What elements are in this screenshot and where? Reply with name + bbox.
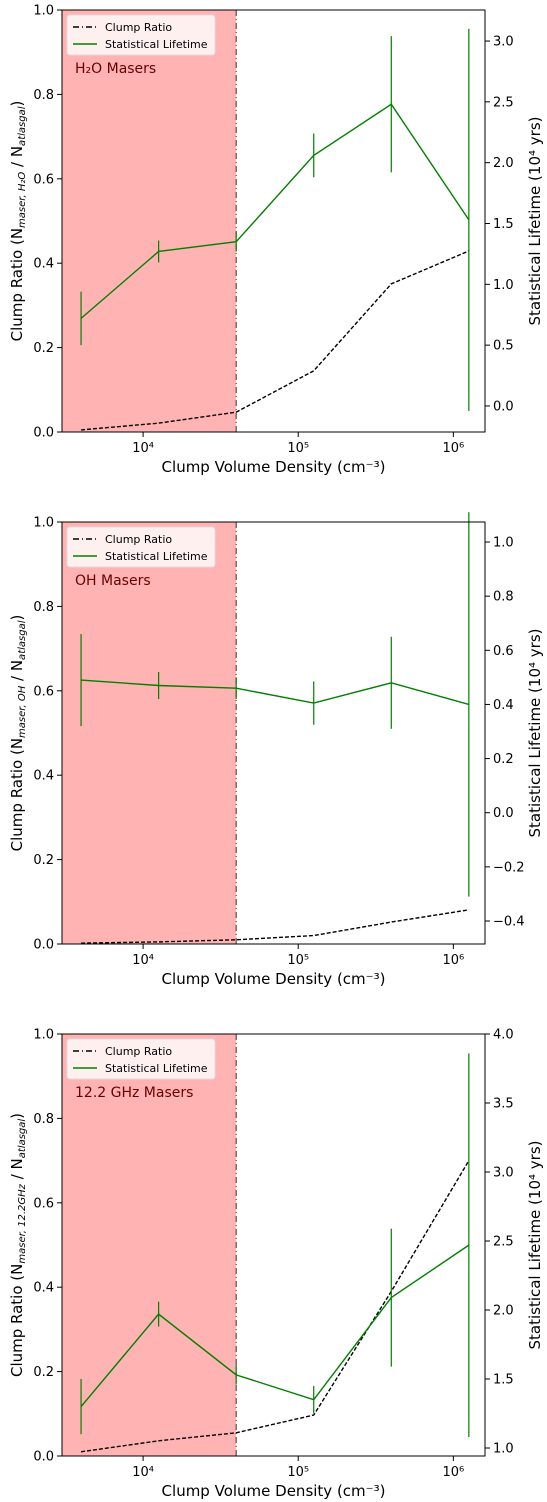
x-tick-label: 10⁶ [442,1465,464,1480]
y-tick-label: 1.0 [33,4,54,19]
plot-frame [61,521,486,945]
y-tick-label: 0.2 [33,1365,54,1380]
y-axis-label: Clump Ratio (Nmaser, OH / Natlasgal) [8,615,28,852]
legend-box [66,1038,216,1080]
y2-axis-label: Statistical Lifetime (10⁴ yrs) [526,1140,544,1349]
y2-tick-label: 0.2 [493,752,514,767]
y2-tick-label: −0.4 [493,914,525,929]
y-tick-label: 0.4 [33,769,54,784]
y2-tick-label: 1.5 [493,1372,514,1387]
series-line [81,909,469,944]
y-axis-label-part: / N [8,660,26,686]
y-axis-label-part: ) [8,615,26,621]
x-tick-label: 10⁶ [442,441,464,456]
y2-tick-label: −0.2 [493,860,525,875]
y2-tick-label: 3.5 [493,1096,514,1111]
y-axis-label-part: ) [8,101,26,107]
y-tick-label: 0.8 [33,1112,54,1127]
y2-tick-label: 0.5 [493,339,514,354]
annotation: OH Masers [75,573,151,589]
annotation: 12.2 GHz Masers [75,1085,193,1101]
series-line [81,679,470,706]
x-tick-label: 10⁴ [132,441,154,456]
legend-label: Clump Ratio [105,533,172,546]
y2-tick-label: 1.5 [493,217,514,232]
x-tick-label: 10⁵ [287,953,309,968]
series-line [80,1244,470,1408]
legend-label: Statistical Lifetime [105,1062,208,1075]
y-axis-label-part: ) [8,1113,26,1119]
shaded-region [62,10,237,432]
y-axis-label-part: atlasgal [17,1119,28,1159]
y2-tick-label: 0.8 [493,590,514,605]
y-axis-label-part: / N [8,1158,26,1184]
legend-label: Clump Ratio [105,1045,172,1058]
y-tick-label: 0.4 [33,257,54,272]
y-axis-label-part: Clump Ratio (N [8,228,26,341]
x-tick-label: 10⁶ [442,953,464,968]
y-tick-label: 0.4 [33,1281,54,1296]
y2-tick-label: 1.0 [493,1441,514,1456]
y-tick-label: 0.0 [33,1450,54,1465]
y-axis-label-part: maser, OH [17,685,28,738]
y2-tick-label: 0.4 [493,698,514,713]
plot-frame [61,9,486,433]
y2-tick-label: 1.0 [493,278,514,293]
y-axis-label-part: atlasgal [17,106,28,146]
y2-tick-label: 0.6 [493,644,514,659]
y2-axis-label: Statistical Lifetime (10⁴ yrs) [526,116,544,325]
y-axis-label: Clump Ratio (Nmaser, 12.2GHz / Natlasgal… [8,1113,28,1377]
y-tick-label: 0.6 [33,684,54,699]
y2-tick-label: 4.0 [493,1028,514,1043]
y2-tick-label: 2.0 [493,156,514,171]
series-line [80,103,470,319]
y2-tick-label: 3.0 [493,1165,514,1180]
y2-axis-label: Statistical Lifetime (10⁴ yrs) [526,628,544,837]
y-tick-label: 0.6 [33,1196,54,1211]
shaded-region [62,1034,237,1456]
y-tick-label: 1.0 [33,1028,54,1043]
y-axis-label-part: Clump Ratio (N [8,1264,26,1377]
y-axis-label-part: / N [8,146,26,172]
legend-label: Statistical Lifetime [105,550,208,563]
legend-box [66,14,216,56]
y2-tick-label: 2.5 [493,1234,514,1249]
y-tick-label: 0.6 [33,172,54,187]
x-tick-label: 10⁵ [287,441,309,456]
y2-tick-label: 0.0 [493,399,514,414]
x-tick-label: 10⁴ [132,953,154,968]
annotation: H₂O Masers [75,61,156,77]
x-axis-label: Clump Volume Density (cm⁻³) [162,1482,386,1500]
x-tick-label: 10⁵ [287,1465,309,1480]
y-axis-label-part: maser, H₂O [17,172,28,228]
y-tick-label: 0.2 [33,853,54,868]
series-line [80,250,470,431]
legend-box [66,526,216,568]
y-axis-label: Clump Ratio (Nmaser, H₂O / Natlasgal) [8,101,28,342]
y-tick-label: 0.2 [33,341,54,356]
y-tick-label: 0.0 [33,426,54,441]
y-tick-label: 0.0 [33,938,54,953]
x-axis-label: Clump Volume Density (cm⁻³) [162,458,386,476]
x-tick-label: 10⁴ [132,1465,154,1480]
y-tick-label: 0.8 [33,600,54,615]
x-axis-label: Clump Volume Density (cm⁻³) [162,970,386,988]
y-tick-label: 0.8 [33,88,54,103]
y2-tick-label: 3.0 [493,35,514,50]
y2-tick-label: 2.0 [493,1303,514,1318]
shaded-region [62,522,237,944]
plot-frame [61,1033,486,1457]
y-axis-label-part: maser, 12.2GHz [17,1183,28,1263]
y2-tick-label: 2.5 [493,95,514,110]
y-tick-label: 1.0 [33,516,54,531]
legend-label: Statistical Lifetime [105,38,208,51]
y2-tick-label: 0.0 [493,806,514,821]
legend-label: Clump Ratio [105,21,172,34]
y2-tick-label: 1.0 [493,536,514,551]
y-axis-label-part: atlasgal [17,620,28,660]
y-axis-label-part: Clump Ratio (N [8,738,26,851]
